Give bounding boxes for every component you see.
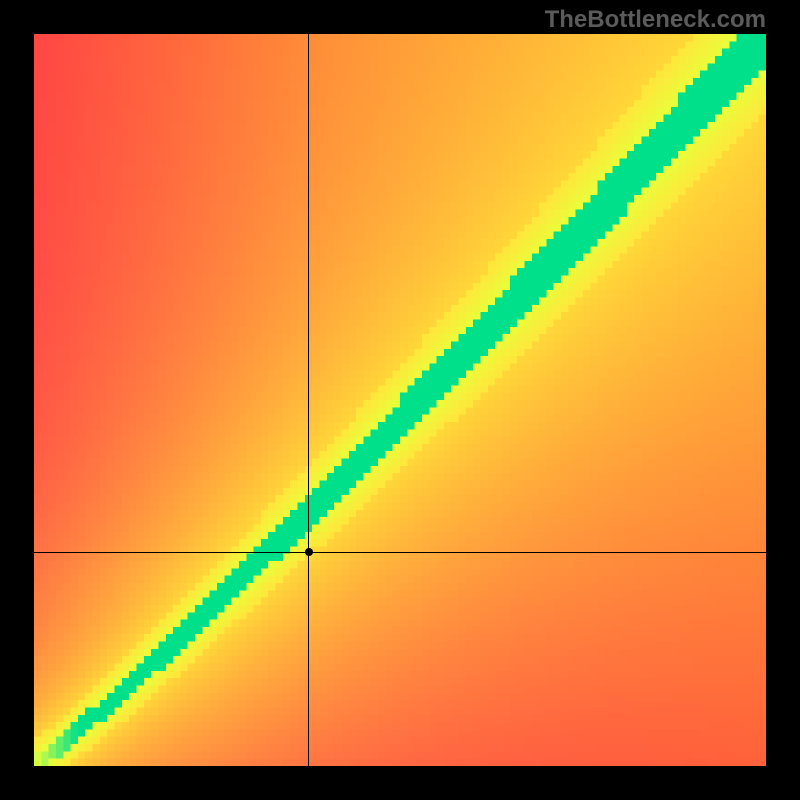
crosshair-horizontal	[34, 552, 766, 553]
crosshair-marker	[305, 548, 313, 556]
heatmap-plot-area	[34, 34, 766, 766]
watermark-text: TheBottleneck.com	[545, 6, 766, 34]
heatmap-canvas	[34, 34, 766, 766]
figure-frame: TheBottleneck.com	[0, 0, 800, 800]
crosshair-vertical	[308, 34, 309, 766]
